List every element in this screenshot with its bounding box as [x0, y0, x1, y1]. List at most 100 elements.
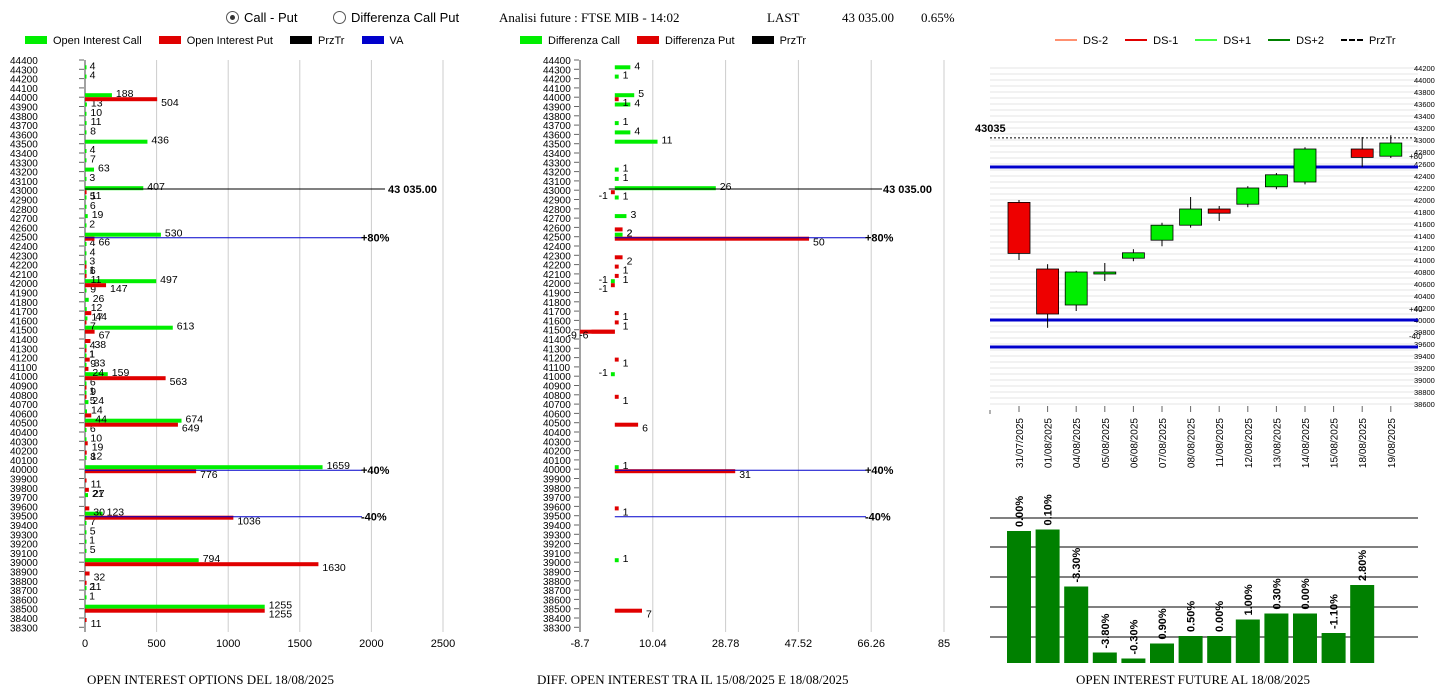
call-bar	[85, 558, 199, 563]
put-value-label: 563	[170, 376, 188, 388]
strike-tick-label: 38400	[10, 614, 38, 625]
put-value-label: 32	[94, 572, 106, 584]
strike-tick-label: 40900	[10, 382, 38, 393]
future-oi-label: 0.00%	[1014, 496, 1026, 527]
diff-call-bar	[614, 176, 619, 181]
put-value-label: 30	[93, 506, 105, 518]
call-value-label: 1659	[327, 460, 351, 472]
diff-put-label: 1	[623, 320, 629, 332]
call-bar	[85, 362, 87, 367]
call-bar	[85, 93, 112, 98]
call-bar	[85, 521, 87, 525]
future-oi-bar	[1350, 585, 1375, 663]
strike-tick-label: 42700	[10, 214, 38, 225]
call-value-label: 4	[90, 70, 96, 82]
call-value-label: 19	[92, 209, 104, 221]
diff-put-label: -6	[579, 330, 588, 342]
strike-tick-label: 39300	[10, 530, 38, 541]
diff-call-bar	[614, 465, 619, 470]
future-oi-bar	[1007, 531, 1031, 663]
call-bar	[85, 586, 87, 591]
y-tick-label: 42000	[1414, 196, 1435, 205]
diff-put-label: 1	[623, 311, 629, 323]
strike-tick-label: 39200	[543, 540, 571, 551]
call-bar	[85, 121, 87, 126]
diff-call-bar	[614, 214, 627, 219]
strike-tick-label: 43900	[543, 103, 571, 114]
diff-call-label: 1	[623, 116, 629, 128]
strike-tick-label: 43700	[10, 121, 38, 132]
diff-put-bar	[614, 422, 639, 427]
call-value-label: 7	[90, 516, 96, 528]
call-bar	[85, 325, 173, 330]
candle-body	[1207, 208, 1231, 214]
call-value-label: 7	[90, 153, 96, 165]
date-tick-label: 11/08/2025	[1215, 418, 1226, 468]
strike-tick-label: 44300	[543, 65, 571, 76]
strike-tick-label: 42200	[543, 261, 571, 272]
strike-tick-label: 41000	[10, 372, 38, 383]
strike-tick-label: 44300	[10, 65, 38, 76]
candle-body	[1036, 268, 1059, 315]
call-bar	[85, 232, 161, 237]
call-bar	[85, 465, 323, 470]
y-tick-label: 40400	[1414, 292, 1435, 301]
date-tick-label: 15/08/2025	[1330, 418, 1341, 468]
level-label: +40	[1409, 305, 1423, 314]
call-bar	[85, 130, 87, 135]
strike-tick-label: 42900	[10, 196, 38, 207]
call-bar	[85, 195, 87, 200]
call-bar	[85, 428, 87, 432]
call-value-label: 17	[91, 311, 103, 323]
strike-tick-label: 42300	[543, 251, 571, 262]
level-label: -40	[1409, 332, 1421, 341]
diff-call-label: 1	[623, 191, 629, 203]
put-bar	[85, 422, 178, 427]
call-value-label: 6	[90, 265, 96, 277]
strike-tick-label: 40200	[10, 447, 38, 458]
call-bar	[85, 418, 182, 423]
y-tick-label: 42400	[1414, 172, 1435, 181]
strike-tick-label: 40700	[543, 400, 571, 411]
put-value-label: 1	[89, 265, 95, 277]
strike-tick-label: 41300	[543, 344, 571, 355]
strike-tick-label: 39100	[10, 549, 38, 560]
x-tick-label: 85	[938, 638, 950, 650]
call-value-label: 1255	[269, 600, 293, 612]
date-tick-label: 07/08/2025	[1158, 418, 1169, 468]
y-tick-label: 43800	[1414, 88, 1435, 97]
y-tick-label: 41600	[1414, 220, 1435, 229]
caption-right: OPEN INTEREST FUTURE AL 18/08/2025	[1076, 672, 1311, 687]
strike-tick-label: 38300	[10, 623, 38, 634]
call-value-label: 674	[186, 414, 204, 426]
y-tick-label: 39800	[1414, 328, 1435, 337]
strike-tick-label: 43900	[10, 103, 38, 114]
strike-tick-label: 42700	[543, 214, 571, 225]
call-value-label: 2	[89, 218, 95, 230]
put-bar	[85, 487, 89, 492]
diff-put-bar	[614, 264, 619, 269]
strike-tick-label: 40500	[543, 419, 571, 430]
call-value-label: 4	[90, 144, 96, 156]
put-bar	[85, 562, 319, 567]
strike-tick-label: 41700	[543, 307, 571, 318]
y-tick-label: 40000	[1414, 316, 1435, 325]
put-value-label: 11	[91, 581, 102, 593]
future-oi-bar	[1178, 636, 1203, 663]
strike-tick-label: 43100	[543, 177, 571, 188]
y-tick-label: 39200	[1414, 364, 1435, 373]
page-title: Analisi future : FTSE MIB - 14:02	[499, 10, 680, 25]
call-bar	[85, 139, 148, 144]
open-interest-chart: 0 500 1000 1500 2000 250044400443004420044100…	[10, 56, 455, 650]
put-bar	[85, 236, 95, 241]
strike-tick-label: 39600	[10, 502, 38, 513]
diff-put-bar	[614, 255, 623, 260]
radio-call-put[interactable]: Call - Put	[226, 10, 297, 25]
future-oi-bar	[1264, 613, 1289, 663]
call-bar	[85, 158, 87, 163]
strike-tick-label: 41500	[10, 326, 38, 337]
radio-unselected-icon	[333, 11, 346, 24]
x-tick-label: 47.52	[785, 638, 813, 650]
radio-differenza[interactable]: Differenza Call Put	[333, 10, 459, 25]
diff-put-bar	[610, 190, 615, 195]
